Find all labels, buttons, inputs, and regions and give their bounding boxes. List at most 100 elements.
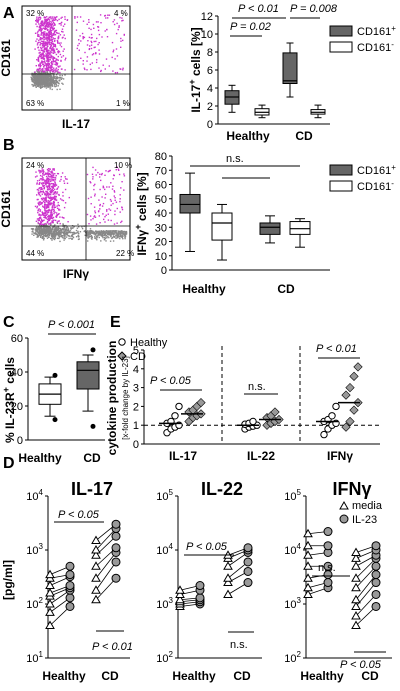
annotation-p: P < 0.05: [340, 659, 382, 671]
flow-event-gray: [52, 77, 54, 79]
flow-event-magenta: [98, 53, 101, 55]
flow-event-magenta: [43, 187, 45, 190]
flow-event-gray: [45, 227, 48, 229]
flow-event-magenta: [54, 179, 57, 181]
flow-event-gray: [62, 231, 65, 233]
flow-event-gray: [31, 74, 34, 76]
flow-event-gray: [41, 236, 43, 239]
flow-event-gray: [41, 233, 43, 235]
flow-event-gray: [61, 82, 63, 84]
flow-event-gray: [33, 81, 35, 83]
point-media: [351, 582, 361, 592]
flow-event-magenta: [45, 19, 47, 21]
flow-event-magenta: [50, 185, 53, 188]
flow-event-magenta: [82, 63, 84, 65]
flow-event-gray: [47, 86, 50, 88]
flow-event-gray: [59, 88, 61, 90]
flow-event-gray: [39, 236, 42, 238]
flow-event-gray: [52, 226, 55, 229]
flow-event-gray: [41, 85, 44, 87]
flow-event-magenta: [50, 210, 53, 212]
flow-event-magenta: [39, 174, 42, 177]
flow-event-gray: [48, 231, 50, 234]
flow-event-magenta: [42, 44, 44, 46]
flow-event-gray: [37, 71, 40, 73]
flow-event-magenta: [119, 16, 121, 19]
y-axis-label-sup: +: [187, 79, 197, 84]
flow-event-gray: [47, 83, 50, 85]
flow-event-magenta: [55, 62, 58, 65]
flow-event-magenta: [53, 67, 55, 69]
flow-event-gray: [87, 230, 89, 232]
flow-event-magenta: [93, 46, 95, 49]
flow-event-magenta: [94, 46, 96, 48]
flow-event-gray: [37, 232, 39, 234]
flow-frame: [21, 157, 131, 261]
flow-event-gray: [65, 230, 67, 232]
point-media: [351, 561, 361, 570]
flow-event-magenta: [121, 206, 123, 208]
legend-name: CD161: [357, 165, 391, 177]
flow-event-magenta: [57, 173, 60, 175]
point-healthy: [332, 402, 340, 411]
flow-event-magenta: [45, 175, 48, 178]
flow-event-gray: [73, 226, 75, 228]
flow-event-magenta: [51, 23, 53, 25]
flow-event-gray: [39, 229, 41, 232]
flow-event-magenta: [50, 215, 52, 217]
flow-event-magenta: [47, 56, 49, 58]
flow-event-magenta: [48, 40, 50, 42]
flow-event-gray: [35, 83, 37, 85]
flow-event-gray: [59, 229, 62, 232]
flow-event-gray: [47, 76, 50, 78]
flow-event-magenta: [41, 60, 43, 62]
y-tick-exp: 3: [39, 542, 44, 551]
flow-event-magenta: [42, 185, 45, 188]
point-il23: [243, 578, 253, 588]
flow-event-magenta: [103, 218, 105, 221]
flow-event-gray: [54, 232, 56, 234]
point-il23: [65, 581, 75, 591]
flow-event-magenta: [60, 176, 62, 178]
flow-event-gray: [98, 233, 101, 235]
flow-event-gray: [65, 229, 68, 231]
point-media: [303, 540, 313, 550]
flow-event-magenta: [50, 31, 52, 34]
flow-event-gray: [41, 79, 44, 81]
flow-event-magenta: [38, 194, 40, 196]
point-media: [91, 594, 101, 604]
flow-event-gray: [44, 75, 46, 78]
flow-event-magenta: [55, 70, 57, 72]
flow-event-magenta: [58, 18, 60, 21]
y-tick-base: 10: [156, 491, 168, 503]
flow-event-magenta: [59, 222, 61, 225]
point-il23: [243, 543, 253, 553]
y-axis-label-tail: cells [%]: [189, 27, 203, 79]
flow-event-magenta: [43, 16, 46, 18]
flow-event-magenta: [39, 16, 41, 19]
flow-event-magenta: [91, 173, 94, 175]
y-tick-base: 10: [26, 653, 38, 665]
flow-event-gray: [50, 232, 52, 235]
flow-event-magenta: [120, 37, 122, 40]
flow-event-gray: [47, 234, 49, 237]
flow-event-magenta: [49, 168, 51, 170]
flow-event-gray: [121, 233, 124, 235]
flow-event-gray: [124, 234, 126, 236]
flow-event-magenta: [47, 206, 50, 208]
flow-event-magenta: [63, 48, 65, 50]
flow-event-gray: [115, 232, 117, 234]
flow-event-magenta: [48, 62, 50, 65]
flow-event-magenta: [39, 64, 41, 66]
flow-event-magenta: [46, 68, 48, 71]
flow-event-magenta: [98, 67, 100, 69]
category-cd: CD: [361, 669, 379, 683]
flow-event-magenta: [53, 22, 56, 25]
flow-event-gray: [108, 233, 110, 236]
flow-event-magenta: [44, 62, 46, 64]
flow-event-magenta: [41, 211, 43, 213]
flow-event-magenta: [52, 183, 54, 185]
flow-event-gray: [35, 75, 37, 77]
flow-event-magenta: [106, 210, 108, 212]
flow-event-gray: [86, 233, 88, 236]
